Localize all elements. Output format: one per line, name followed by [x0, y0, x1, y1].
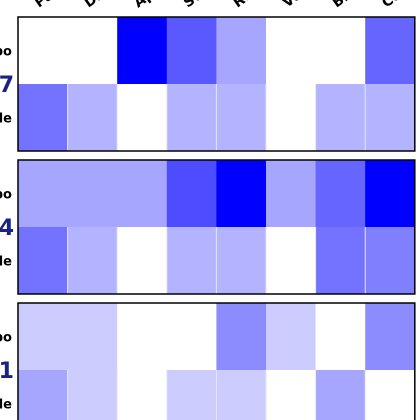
heatmap-cell: [18, 160, 69, 228]
row-label: de: [0, 112, 12, 127]
heatmap-cell: [166, 227, 217, 295]
heatmap-cell: [216, 370, 267, 420]
heatmap-cell: [117, 303, 168, 371]
heatmap-cell: [117, 84, 168, 152]
heatmap-cell: [266, 227, 317, 295]
heatmap-cell: [365, 160, 416, 228]
heatmap-cell: [18, 303, 69, 371]
panel-border: [17, 159, 416, 295]
panel-label: 21: [0, 359, 14, 384]
panel-border: [17, 302, 416, 420]
heatmap-cell: [117, 17, 168, 85]
heatmap-cell: [18, 227, 69, 295]
column-label: Br: [330, 0, 354, 11]
heatmap-cell: [117, 160, 168, 228]
heatmap-cell: [67, 303, 118, 371]
heatmap-cell: [117, 370, 168, 420]
heatmap-cell: [67, 227, 118, 295]
column-label: Re: [230, 0, 256, 11]
heatmap-cell: [18, 370, 69, 420]
heatmap-cell: [117, 227, 168, 295]
column-label: Ap: [131, 0, 157, 11]
heatmap-cell: [266, 17, 317, 85]
row-label: de: [0, 255, 12, 270]
heatmap-cell: [315, 17, 366, 85]
heatmap-cell: [315, 303, 366, 371]
column-label: Pa: [32, 0, 57, 11]
heatmap-cell: [315, 227, 366, 295]
heatmap-cell: [166, 160, 217, 228]
heatmap-cell: [216, 227, 267, 295]
row-label: de: [0, 398, 12, 413]
row-label: bo: [0, 331, 12, 346]
row-label: bo: [0, 188, 12, 203]
heatmap-cell: [365, 227, 416, 295]
heatmap-cell: [266, 303, 317, 371]
row-label: bo: [0, 45, 12, 60]
heatmap-cell: [315, 84, 366, 152]
heatmap-cell: [266, 84, 317, 152]
column-label: Dr: [82, 0, 106, 11]
heatmap-cell: [315, 370, 366, 420]
heatmap-cell: [365, 84, 416, 152]
heatmap-cell: [166, 84, 217, 152]
heatmap-cell: [166, 17, 217, 85]
column-label: Co: [379, 0, 405, 11]
heatmap-cell: [67, 84, 118, 152]
panel-label: 4: [0, 216, 14, 241]
heatmap-cell: [365, 370, 416, 420]
heatmap-cell: [166, 370, 217, 420]
heatmap-cell: [216, 17, 267, 85]
heatmap-cell: [166, 303, 217, 371]
heatmap-cell: [365, 303, 416, 371]
panel-label: 7: [0, 73, 14, 98]
column-label: Vo: [280, 0, 306, 11]
heatmap-cell: [18, 84, 69, 152]
heatmap-cell: [67, 17, 118, 85]
heatmap-cell: [216, 303, 267, 371]
panel-border: [17, 16, 416, 152]
heatmap-cell: [266, 160, 317, 228]
heatmap-cell: [315, 160, 366, 228]
heatmap-cell: [18, 17, 69, 85]
column-label: Sw: [181, 0, 209, 11]
heatmap-cell: [67, 160, 118, 228]
heatmap-cell: [216, 160, 267, 228]
heatmap-cell: [67, 370, 118, 420]
heatmap-cell: [365, 17, 416, 85]
heatmap-cell: [266, 370, 317, 420]
heatmap-cell: [216, 84, 267, 152]
